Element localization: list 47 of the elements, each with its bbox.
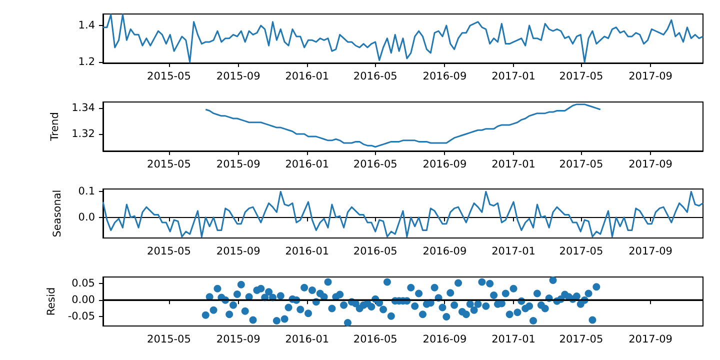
x-tick-label: 2016-09 [422,70,467,82]
x-tick-label: 2016-05 [353,334,398,346]
y-tick-label: 0.0 [78,211,95,224]
y-tick-label: 0.05 [72,278,95,290]
x-tick-label: 2017-05 [559,334,604,346]
x-tick-label: 2016-01 [285,246,330,258]
x-tick-label: 2016-05 [353,70,398,82]
x-tick-label: 2015-05 [147,246,191,258]
x-tick-label: 2016-01 [285,334,330,346]
x-tick-label: 2017-05 [559,70,604,82]
x-tick-label: 2017-09 [628,246,672,258]
x-tick-label: 2017-01 [492,246,536,258]
x-tick-label: 2016-09 [422,334,467,346]
x-tick-label: 2017-09 [628,334,672,346]
x-tick-label: 2016-01 [285,70,330,82]
x-tick-label: 2015-09 [216,334,260,346]
y-tick-label: 1.32 [72,128,95,140]
line-series [102,14,704,63]
y-tick-label: 0.00 [72,294,95,306]
x-tick-label: 2015-09 [216,70,260,82]
x-tick-label: 2017-09 [628,158,672,170]
x-tick-label: 2016-05 [353,158,398,170]
line-series [204,104,602,148]
y-tick-label: 0.1 [78,186,95,198]
x-tick-label: 2017-05 [559,158,604,170]
y-tick-label: -0.05 [68,310,95,323]
x-tick-label: 2015-05 [147,70,191,82]
x-tick-label: 2017-01 [492,334,536,346]
x-tick-label: 2015-09 [216,158,260,170]
y-tick-label: 1.34 [72,102,96,114]
x-tick-label: 2016-05 [353,246,398,258]
line-series [102,190,704,238]
y-axis-title: Trend [49,112,62,142]
y-axis-title: Seasonal [52,190,64,238]
x-tick-label: 2015-05 [147,158,191,170]
x-tick-label: 2016-09 [422,158,467,170]
x-tick-label: 2016-01 [285,158,330,170]
x-tick-label: 2017-05 [559,246,604,258]
x-tick-label: 2017-01 [492,158,536,170]
y-tick-label: 1.4 [78,20,96,32]
x-tick-label: 2017-01 [492,70,536,82]
x-tick-label: 2016-09 [422,246,467,258]
y-tick-label: 1.2 [78,56,95,68]
x-tick-label: 2017-09 [628,70,672,82]
x-tick-label: 2015-09 [216,246,260,258]
y-axis-title: Resid [45,287,58,316]
x-tick-label: 2015-05 [147,334,191,346]
